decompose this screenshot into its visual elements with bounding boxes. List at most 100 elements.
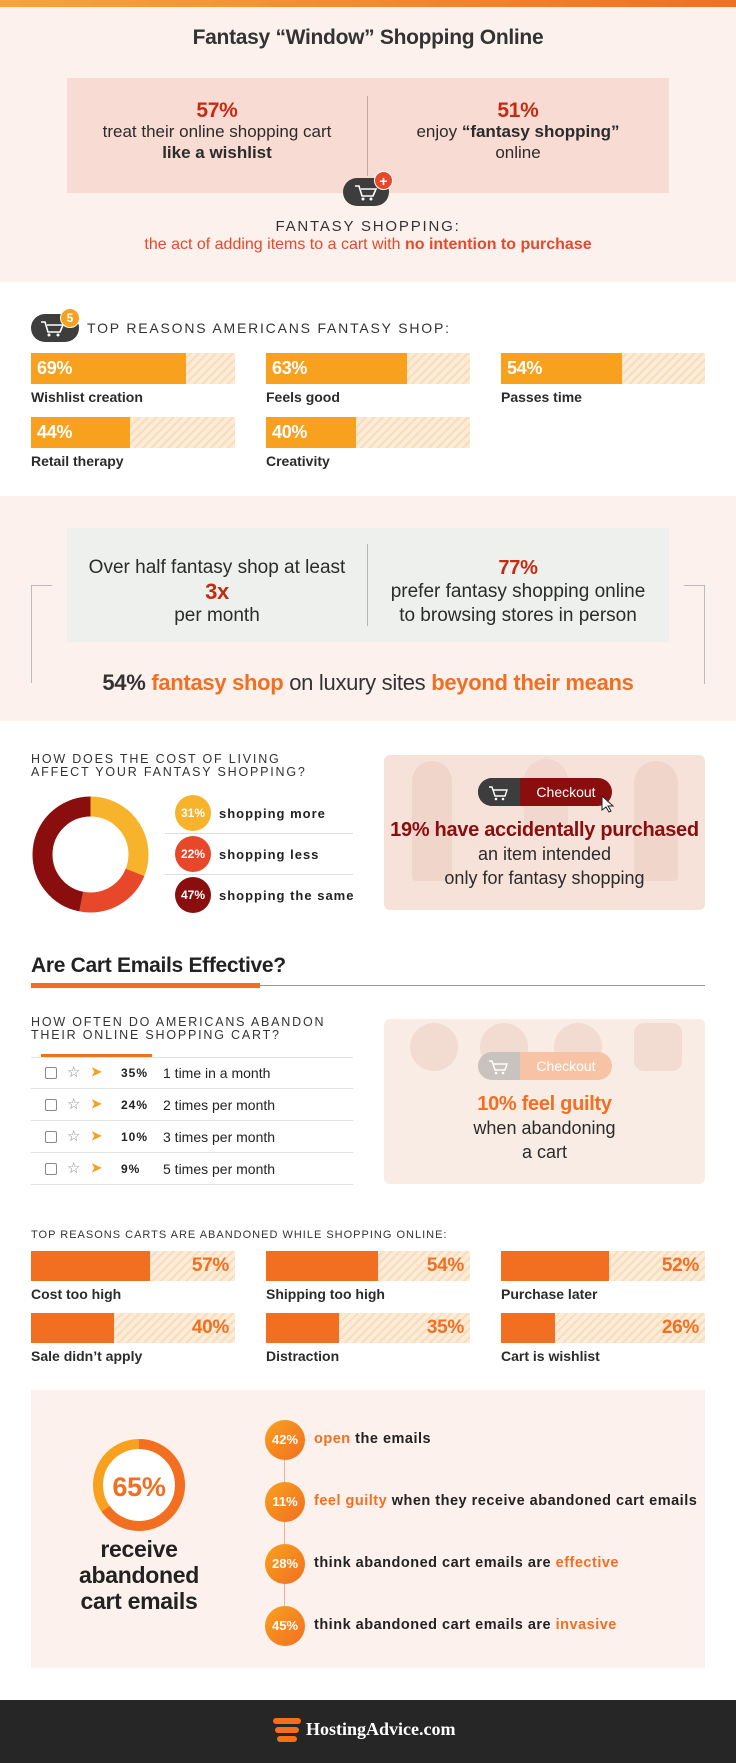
receive-item-text: think abandoned cart emails are invasive <box>314 1617 617 1633</box>
luxury-mid2: on luxury sites <box>283 670 432 695</box>
guilty-text1: when abandoning <box>473 1118 616 1138</box>
reason-bar: 54% <box>501 353 705 384</box>
abandon-reason-label: Distraction <box>266 1348 340 1364</box>
footer-brand: HostingAdvice.com <box>306 1719 456 1739</box>
definition-bold: no intention to purchase <box>404 236 592 253</box>
checkout-button-faded[interactable]: Checkout <box>478 1052 612 1080</box>
row-checkbox[interactable] <box>45 1163 57 1175</box>
reason-label: Creativity <box>266 453 330 469</box>
cart-icon <box>489 786 508 801</box>
receive-item-highlight: invasive <box>555 1617 617 1633</box>
receive-pct: 65% <box>112 1472 166 1502</box>
abandon-row-label: 3 times per month <box>163 1129 276 1145</box>
abandon-reason-label: Sale didn’t apply <box>31 1348 143 1364</box>
luxury-mid1: fantasy shop <box>151 670 284 695</box>
receive-line3: cart emails <box>80 1588 198 1614</box>
receive-item-pre: think abandoned cart emails are <box>314 1555 556 1571</box>
abandon-reason-pct: 40% <box>191 1317 229 1338</box>
receive-item-pre: think abandoned cart emails are <box>314 1617 556 1633</box>
abandon-title: HOW OFTEN DO AMERICANS ABANDON THEIR ONL… <box>31 1016 325 1042</box>
abandon-reason-label: Shipping too high <box>266 1286 385 1302</box>
receive-pct-circle: 42% <box>265 1420 305 1460</box>
row-checkbox[interactable] <box>45 1099 57 1111</box>
intro-right-bold: “fantasy shopping” <box>461 122 620 141</box>
emails-heading-accent <box>31 983 260 988</box>
star-icon[interactable]: ☆ <box>67 1128 81 1145</box>
top-accent-bar <box>0 0 736 7</box>
guilty-text: 10% feel guilty when abandoning a cart <box>384 1092 705 1164</box>
definition-title: FANTASY SHOPPING: <box>275 218 461 235</box>
cost-title-line1: HOW DOES THE COST OF LIVING <box>31 752 281 766</box>
abandon-reason-bar-fill <box>501 1313 556 1343</box>
receive-item-text: think abandoned cart emails are effectiv… <box>314 1555 619 1571</box>
abandon-reason-bar: 35% <box>266 1313 470 1343</box>
checkout-button[interactable]: Checkout <box>478 778 612 806</box>
abandon-reason-bar: 26% <box>501 1313 705 1343</box>
row-checkbox[interactable] <box>45 1131 57 1143</box>
definition-text: the act of adding items to a cart with n… <box>0 236 736 254</box>
intro-right-line: enjoy “fantasy shopping” <box>368 121 668 142</box>
receive-pct-circle: 28% <box>265 1544 305 1584</box>
frame-bottom-left-line <box>31 683 101 684</box>
receive-item-text: open the emails <box>314 1431 431 1447</box>
star-icon[interactable]: ☆ <box>67 1096 81 1113</box>
abandon-row-pct: 9% <box>121 1162 141 1176</box>
checkout-label: Checkout <box>536 1058 596 1074</box>
abandon-row-pct: 24% <box>121 1098 149 1112</box>
luxury-pct: 54% <box>102 670 146 695</box>
star-icon[interactable]: ☆ <box>67 1064 81 1081</box>
chevron-right-icon: ➤ <box>91 1064 102 1079</box>
reason-bar: 69% <box>31 353 235 384</box>
abandon-row <box>31 1153 353 1185</box>
reason-bar-fill: 54% <box>501 353 623 384</box>
donut-slice-shopping-less <box>32 796 149 913</box>
cost-divider <box>165 833 353 834</box>
receive-pct-circle: 45% <box>265 1606 305 1646</box>
frame-bottom-right-line <box>634 683 704 684</box>
frequency-right-text1: prefer fantasy shopping online <box>390 581 646 602</box>
intro-right-pct: 51% <box>497 99 539 122</box>
abandon-reason-pct: 52% <box>661 1255 699 1276</box>
row-checkbox[interactable] <box>45 1067 57 1079</box>
footer <box>0 1700 736 1763</box>
reason-label: Passes time <box>501 389 582 405</box>
donut-slice-shopping-the-same <box>32 796 149 913</box>
mouse-pointer-icon <box>601 795 615 813</box>
page-title: Fantasy “Window” Shopping Online <box>192 26 544 49</box>
receive-item-highlight: feel guilty <box>314 1493 388 1509</box>
receive-label: receive abandoned cart emails <box>60 1536 218 1614</box>
abandon-reason-bar-fill <box>31 1313 115 1343</box>
clothing-figure <box>634 761 678 881</box>
reason-bar: 63% <box>266 353 470 384</box>
abandon-row-label: 1 time in a month <box>163 1065 271 1081</box>
checkout-cart-section <box>478 1052 520 1080</box>
abandon-row-label: 2 times per month <box>163 1097 276 1113</box>
plus-badge-icon: + <box>374 171 393 190</box>
checkout-label: Checkout <box>536 784 596 800</box>
frequency-left-big: 3x <box>205 579 229 604</box>
abandon-row <box>31 1057 353 1089</box>
abandon-reasons-title: TOP REASONS CARTS ARE ABANDONED WHILE SH… <box>31 1229 448 1241</box>
intro-left-bold: like a wishlist <box>162 143 272 162</box>
cost-label: shopping more <box>219 806 326 821</box>
abandon-reason-bar-fill <box>266 1313 339 1343</box>
chevron-right-icon: ➤ <box>91 1096 102 1111</box>
cart-icon <box>489 1060 508 1075</box>
abandon-list-accent <box>41 1054 152 1057</box>
abandon-reason-bar: 40% <box>31 1313 235 1343</box>
footer-logo-icon <box>273 1718 301 1742</box>
abandon-title-line1: HOW OFTEN DO AMERICANS ABANDON <box>31 1015 326 1029</box>
accident-text2: only for fantasy shopping <box>444 868 645 888</box>
reason-label: Retail therapy <box>31 453 124 469</box>
abandon-reason-label: Cost too high <box>31 1286 122 1302</box>
reasons-title: TOP REASONS AMERICANS FANTASY SHOP: <box>87 320 451 336</box>
receive-line1: receive <box>100 1536 178 1562</box>
reason-bar: 44% <box>31 417 235 448</box>
reason-bar: 40% <box>266 417 470 448</box>
abandon-reason-label: Cart is wishlist <box>501 1348 600 1364</box>
frequency-box <box>67 528 669 642</box>
intro-right-stat: 51% enjoy “fantasy shopping” online <box>368 100 668 163</box>
star-icon[interactable]: ☆ <box>67 1160 81 1177</box>
cost-pct-circle: 31% <box>175 795 211 831</box>
intro-left-stat: 57% treat their online shopping cart lik… <box>67 100 367 163</box>
